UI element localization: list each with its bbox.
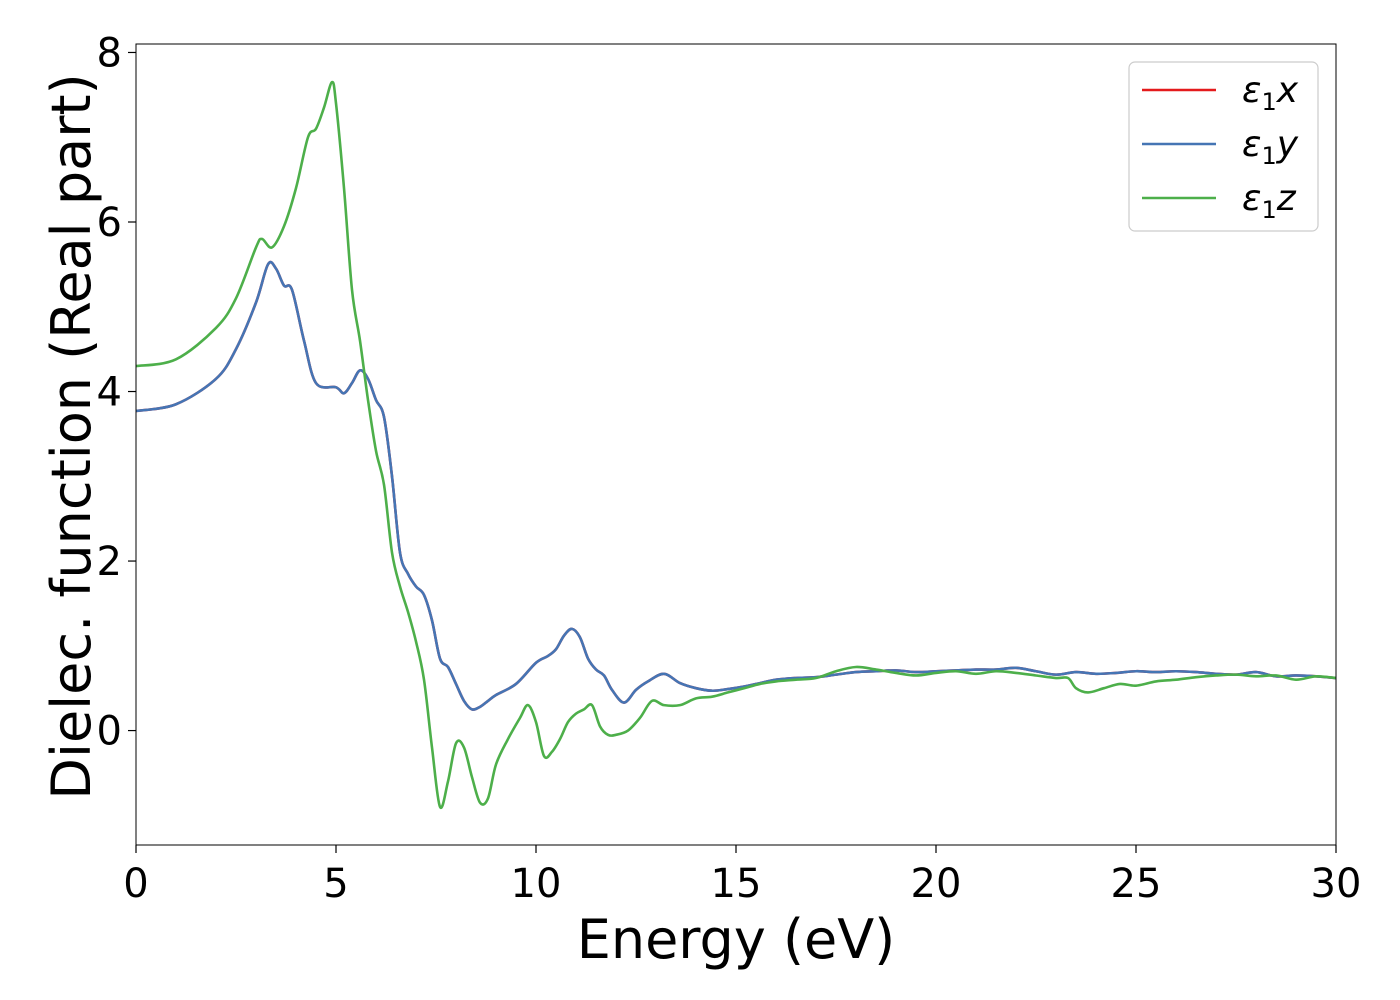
legend-label-base: ε [1242, 124, 1261, 165]
legend-label-suffix: y [1276, 124, 1299, 165]
x-tick-label: 15 [711, 861, 762, 907]
x-axis-ticks: 0 5 10 15 20 25 30 [123, 845, 1361, 907]
y-tick-label: 4 [97, 370, 122, 416]
x-tick-label: 20 [911, 861, 962, 907]
x-tick-label: 10 [511, 861, 562, 907]
legend-label-x: ε1x [1242, 70, 1299, 116]
x-tick-label: 25 [1111, 861, 1162, 907]
series-line-z [136, 80, 1336, 810]
series-line-y [136, 260, 1336, 711]
legend-box [1128, 61, 1319, 232]
y-axis-title: Dielec. function (Real part) [40, 73, 103, 799]
y-tick-label: 6 [97, 200, 122, 246]
series-line-x [136, 260, 1336, 711]
legend-label-subscript: 1 [1261, 88, 1276, 116]
legend-label-suffix: x [1276, 70, 1299, 111]
series-layer [136, 80, 1336, 810]
x-tick-label: 0 [123, 861, 148, 907]
legend-label-suffix: z [1276, 178, 1297, 219]
x-axis-title: Energy (eV) [577, 908, 896, 971]
legend-label-subscript: 1 [1261, 142, 1276, 170]
legend-label-base: ε [1242, 70, 1261, 111]
x-tick-label: 30 [1311, 861, 1362, 907]
legend-label-y: ε1y [1242, 124, 1299, 170]
x-tick-label: 5 [323, 861, 348, 907]
y-tick-label: 8 [97, 30, 122, 76]
y-axis-ticks: 0 2 4 6 8 [97, 30, 136, 755]
legend-label-subscript: 1 [1261, 196, 1276, 224]
y-tick-label: 2 [97, 539, 122, 585]
y-tick-label: 0 [97, 709, 122, 755]
legend-label-z: ε1z [1242, 178, 1297, 224]
legend-label-base: ε [1242, 178, 1261, 219]
